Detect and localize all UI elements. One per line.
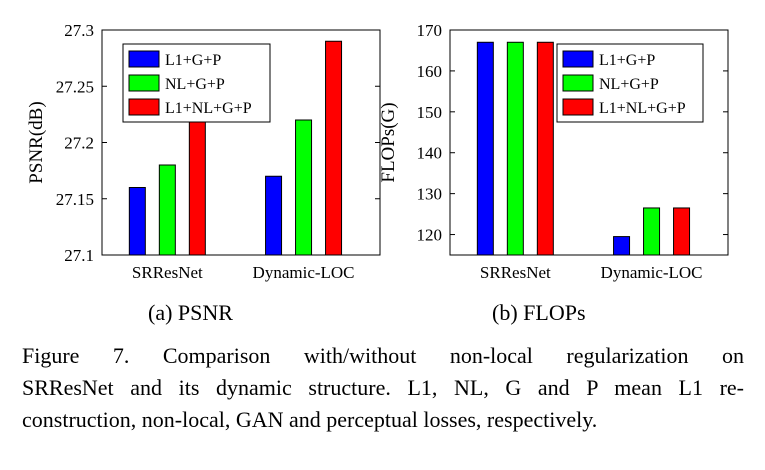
- caption-line-1: Figure 7. Comparison with/without non-lo…: [22, 343, 744, 368]
- flops-xtick-label-1: Dynamic-LOC: [601, 263, 703, 282]
- flops-bar-nl-g-p-0: [506, 41, 524, 256]
- flops-ytick-label-0: 120: [417, 226, 443, 245]
- psnr-ytick-label-0: 27.1: [64, 246, 94, 265]
- flops-legend-swatch-0: [562, 50, 594, 68]
- psnr-legend-swatch-0: [128, 50, 160, 68]
- flops-ytick-label-2: 140: [417, 144, 443, 163]
- flops-legend-swatch-2: [562, 98, 594, 116]
- psnr-bar-nl-g-p-0: [158, 164, 176, 256]
- psnr-legend-label-1: NL+G+P: [165, 76, 225, 93]
- psnr-bar-l1-g-p-0: [128, 187, 146, 256]
- figure-caption: Figure 7. Comparison with/without non-lo…: [22, 340, 744, 436]
- flops-bar-l1-g-p-0: [476, 41, 494, 256]
- psnr-bar-nl-g-p-1: [295, 119, 313, 256]
- flops-bar-l1-nl-g-p-1: [673, 207, 691, 256]
- flops-bar-nl-g-p-1: [643, 207, 661, 256]
- flops-ytick-label-3: 150: [417, 103, 443, 122]
- flops-bar-l1-nl-g-p-0: [536, 41, 554, 256]
- psnr-ytick-label-4: 27.3: [64, 21, 94, 40]
- psnr-legend-label-0: L1+G+P: [165, 52, 221, 69]
- subcaption-psnr: (a) PSNR: [148, 300, 233, 325]
- psnr-legend-swatch-2: [128, 98, 160, 116]
- psnr-bar-l1-g-p-1: [265, 175, 283, 256]
- psnr-legend-label-2: L1+NL+G+P: [165, 100, 252, 117]
- psnr-xtick-label-1: Dynamic-LOC: [253, 263, 355, 282]
- psnr-bar-l1-nl-g-p-0: [188, 119, 206, 256]
- subcaption-flops: (b) FLOPs: [492, 300, 586, 325]
- flops-legend-label-2: L1+NL+G+P: [599, 100, 686, 117]
- psnr-ylabel: PSNR(dB): [26, 101, 47, 183]
- flops-ytick-label-4: 160: [417, 62, 443, 81]
- caption-line-2: SRResNet and its dynamic structure. L1, …: [22, 375, 744, 400]
- psnr-bar-l1-nl-g-p-1: [325, 40, 343, 256]
- flops-legend-label-1: NL+G+P: [599, 76, 659, 93]
- flops-chart: 120 130 140 150 160 170 FLOPs(G) SRResNet Dynami…: [378, 21, 729, 282]
- flops-legend-swatch-1: [562, 74, 594, 92]
- psnr-xtick-label-0: SRResNet: [132, 263, 203, 282]
- psnr-ytick-label-2: 27.2: [64, 134, 94, 153]
- psnr-ytick-label-1: 27.15: [56, 190, 94, 209]
- flops-ytick-label-1: 130: [417, 185, 443, 204]
- flops-xtick-label-0: SRResNet: [480, 263, 551, 282]
- flops-bar-l1-g-p-1: [613, 236, 631, 256]
- psnr-chart: 27.1 27.15 27.2 27.25 27.3 PSNR(dB) SRResNet Dy…: [26, 21, 381, 282]
- charts-figure: 27.1 27.15 27.2 27.25 27.3 PSNR(dB) SRResNet Dy…: [26, 21, 729, 282]
- caption-line-3: construction, non-local, GAN and percept…: [22, 407, 598, 432]
- flops-ylabel: FLOPs(G): [378, 102, 399, 182]
- flops-legend-label-0: L1+G+P: [599, 52, 655, 69]
- flops-ytick-label-5: 170: [417, 21, 443, 40]
- psnr-legend-swatch-1: [128, 74, 160, 92]
- flops-axes-box: [449, 29, 729, 256]
- psnr-ytick-label-3: 27.25: [56, 77, 94, 96]
